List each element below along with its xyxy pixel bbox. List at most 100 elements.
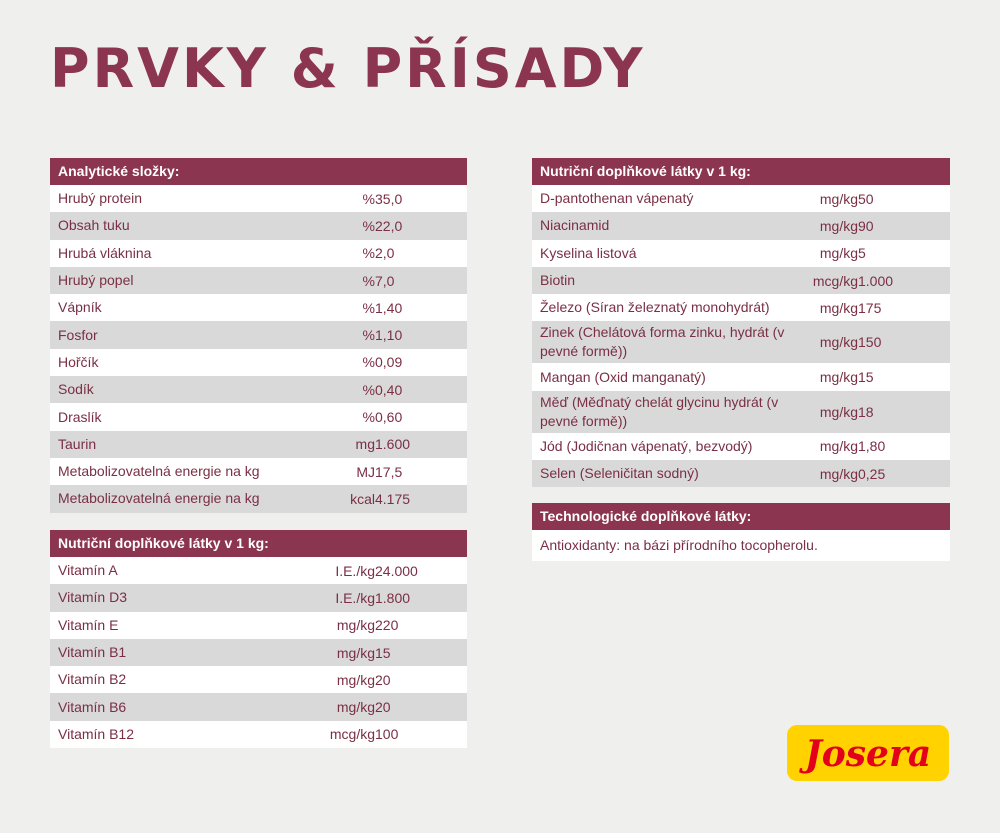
nutrient-value: 15 xyxy=(858,369,874,386)
table-row: Hořčík% 0,09 xyxy=(50,348,467,377)
nutrient-name: D-pantothenan vápenatý xyxy=(540,190,694,207)
nutrient-name: Vitamín B12 xyxy=(58,725,135,742)
nutrient-name: Niacinamid xyxy=(540,217,610,234)
nutrient-unit: mg/kg xyxy=(819,465,858,482)
nutrient-name: Hrubá vláknina xyxy=(58,244,152,261)
nutrient-value: 35,0 xyxy=(375,190,403,207)
table-row: Fosfor% 1,10 xyxy=(50,321,467,349)
nutrient-name: Železo (Síran železnatý monohydrát) xyxy=(540,299,770,316)
nutrient-value: 1.000 xyxy=(858,272,894,289)
vitamins-table: Vitamín A I.E./kg 24.000 Vitamín D3 I.E./kg 1… xyxy=(50,557,467,749)
nutrient-value: 22,0 xyxy=(375,217,403,234)
table-row: Vitamín B1 mg/kg 15 xyxy=(50,638,467,667)
table-row: Hrubá vláknina% 2,0 xyxy=(50,239,467,267)
table-row: Vitamín E mg/kg 220 xyxy=(50,611,467,639)
nutrient-name: Vitamín B6 xyxy=(58,698,127,715)
nutrient-unit: MJ xyxy=(356,463,375,480)
table-row: Jód (Jodičnan vápenatý, bezvodý) mg/kg 1,8… xyxy=(532,432,950,461)
table-row: Biotin mcg/kg 1.000 xyxy=(532,266,950,295)
minerals-table: D-pantothenan vápenatý mg/kg 50 Niacinamid m… xyxy=(532,185,950,488)
nutrient-name: Zinek (Chelátová forma zinku, hydrát (v … xyxy=(540,324,785,360)
table-row: Hrubý protein% 35,0 xyxy=(50,185,467,213)
nutrient-value: 1.600 xyxy=(375,436,411,453)
nutrient-value: 1.800 xyxy=(375,589,411,606)
table-row: Niacinamid mg/kg 90 xyxy=(532,212,950,240)
nutrient-name: Vápník xyxy=(58,299,102,316)
table-row: Železo (Síran železnatý monohydrát) mg/kg… xyxy=(532,294,950,322)
nutrient-name: Kyselina listová xyxy=(540,244,637,261)
minerals-header: Nutriční doplňkové látky v 1 kg: xyxy=(532,158,950,185)
table-row: Vitamín B2 mg/kg 20 xyxy=(50,666,467,694)
nutrient-value: 150 xyxy=(858,334,882,351)
table-row: Zinek (Chelátová forma zinku, hydrát (v … xyxy=(532,321,950,364)
nutrient-value: 90 xyxy=(858,217,874,234)
table-row: Vápník% 1,40 xyxy=(50,294,467,322)
table-row: Mangan (Oxid manganatý) mg/kg 15 xyxy=(532,363,950,391)
nutrient-name: Biotin xyxy=(540,272,576,289)
nutrient-unit: mg/kg xyxy=(819,369,858,386)
nutrient-value: 175 xyxy=(858,299,882,316)
nutrient-value: 17,5 xyxy=(375,463,403,480)
nutrient-name: Hrubý protein xyxy=(58,190,143,207)
nutrient-name: Vitamín A xyxy=(58,562,118,579)
nutrient-value: 20 xyxy=(375,699,391,716)
table-row: Vitamín A I.E./kg 24.000 xyxy=(50,557,467,585)
nutrient-value: 220 xyxy=(375,617,399,634)
nutrient-name: Měď (Měďnatý chelát glycinu hydrát (v pe… xyxy=(540,393,779,429)
nutrient-name: Selen (Seleničitan sodný) xyxy=(540,465,699,482)
technological-text: Antioxidanty: na bázi přírodního tocophe… xyxy=(532,530,950,561)
josera-logo: Josera xyxy=(787,725,949,781)
nutrient-name: Sodík xyxy=(58,381,94,398)
minerals-panel: Nutriční doplňkové látky v 1 kg: D-panto… xyxy=(532,158,950,488)
page-title: PRVKY & PŘÍSADY xyxy=(50,37,646,100)
nutrient-name: Vitamín E xyxy=(58,616,119,633)
table-row: Metabolizovatelná energie na kg kcal 4.175 xyxy=(50,485,467,513)
nutrient-name: Taurin xyxy=(58,435,97,452)
vitamins-panel: Nutriční doplňkové látky v 1 kg: Vitamín… xyxy=(50,530,467,749)
nutrient-unit: % xyxy=(362,217,375,234)
technological-panel: Technologické doplňkové látky: Antioxida… xyxy=(532,503,950,561)
nutrient-value: 100 xyxy=(375,726,399,743)
nutrient-unit: I.E./kg xyxy=(335,562,375,579)
nutrient-name: Metabolizovatelná energie na kg xyxy=(58,463,260,480)
nutrient-name: Vitamín B1 xyxy=(58,644,127,661)
nutrient-name: Draslík xyxy=(58,408,102,425)
nutrient-name: Jód (Jodičnan vápenatý, bezvodý) xyxy=(540,437,753,454)
table-row: Vitamín B6 mg/kg 20 xyxy=(50,693,467,721)
nutrient-value: 1,80 xyxy=(858,438,886,455)
nutrient-value: 5 xyxy=(858,245,866,262)
table-row: Metabolizovatelná energie na kg MJ 17,5 xyxy=(50,457,467,486)
nutrient-value: 24.000 xyxy=(375,562,418,579)
nutrient-value: 2,0 xyxy=(375,245,395,262)
technological-header: Technologické doplňkové látky: xyxy=(532,503,950,530)
nutrient-name: Mangan (Oxid manganatý) xyxy=(540,368,706,385)
nutrient-unit: mg/kg xyxy=(819,245,858,262)
nutrient-name: Metabolizovatelná energie na kg xyxy=(58,490,260,507)
nutrient-unit: mg/kg xyxy=(336,617,375,634)
table-row: Taurin mg 1.600 xyxy=(50,430,467,458)
nutrient-name: Obsah tuku xyxy=(58,217,130,234)
analytic-table: Hrubý protein% 35,0 Obsah tuku% 22,0 Hrubá v… xyxy=(50,185,467,513)
table-row: Draslík% 0,60 xyxy=(50,403,467,431)
nutrient-unit: kcal xyxy=(350,490,375,507)
analytic-panel: Analytické složky: Hrubý protein% 35,0 Obs… xyxy=(50,158,467,513)
nutrient-name: Hořčík xyxy=(58,353,99,370)
nutrient-value: 1,40 xyxy=(375,299,403,316)
nutrient-value: 4.175 xyxy=(375,490,411,507)
table-row: Vitamín D3 I.E./kg 1.800 xyxy=(50,584,467,612)
nutrient-value: 0,60 xyxy=(375,409,403,426)
nutrient-unit: I.E./kg xyxy=(335,589,375,606)
nutrient-unit: mg xyxy=(355,436,375,453)
nutrient-unit: % xyxy=(362,245,375,262)
table-row: Selen (Seleničitan sodný) mg/kg 0,25 xyxy=(532,460,950,488)
vitamins-header: Nutriční doplňkové látky v 1 kg: xyxy=(50,530,467,557)
nutrient-unit: mg/kg xyxy=(336,644,375,661)
nutrient-value: 0,25 xyxy=(858,465,886,482)
nutrient-unit: % xyxy=(362,409,375,426)
nutrient-unit: % xyxy=(362,299,375,316)
nutrient-unit: mg/kg xyxy=(819,438,858,455)
table-row: Sodík% 0,40 xyxy=(50,376,467,404)
table-row: Měď (Měďnatý chelát glycinu hydrát (v pe… xyxy=(532,390,950,433)
nutrient-value: 50 xyxy=(858,190,874,207)
nutrient-unit: % xyxy=(362,327,375,344)
